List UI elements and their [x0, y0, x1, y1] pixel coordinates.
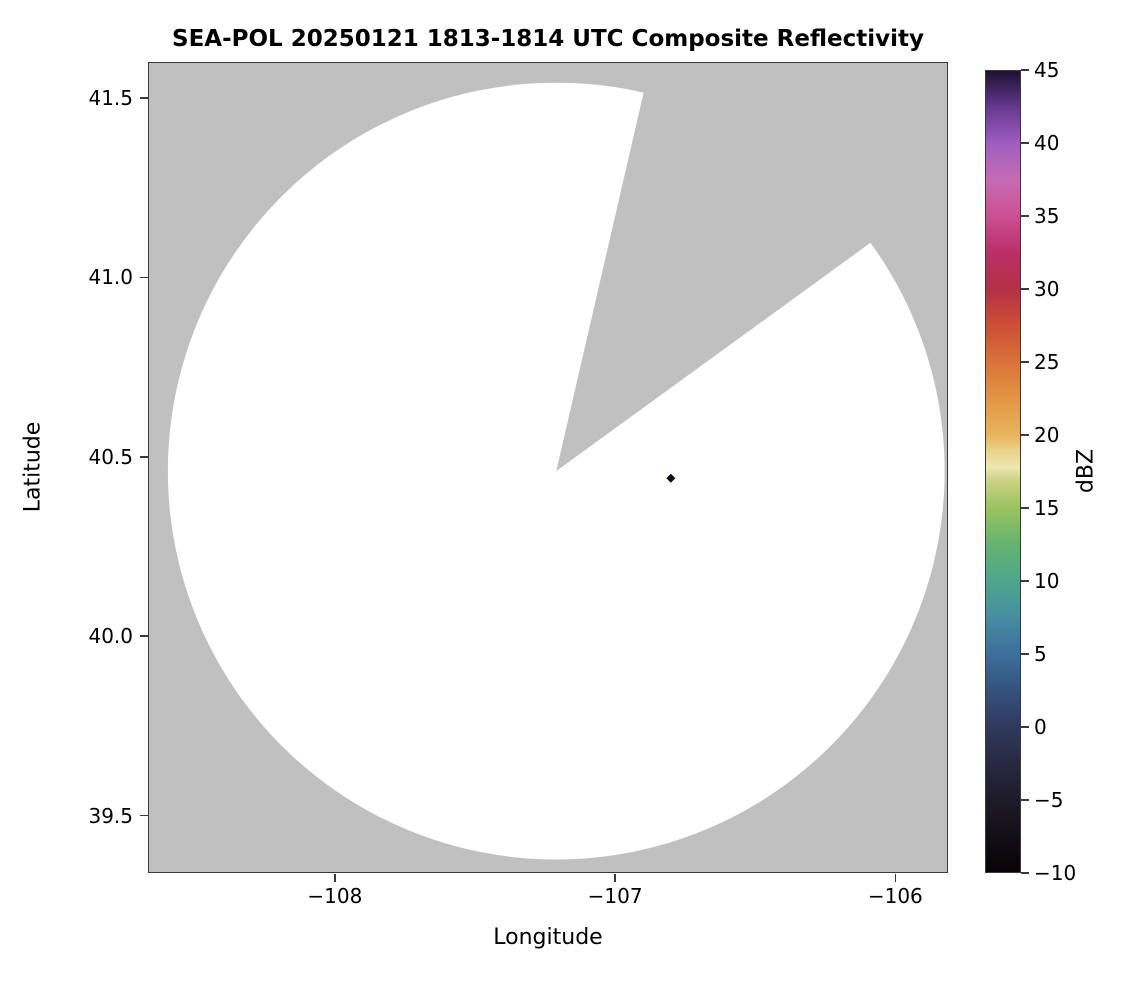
colorbar-tick: [1021, 872, 1029, 874]
y-axis-tick: [140, 97, 148, 99]
plot-area: [148, 62, 948, 873]
x-axis-tick-label: −108: [307, 884, 363, 908]
x-axis-tick: [614, 874, 616, 882]
colorbar-tick: [1021, 580, 1029, 582]
y-axis-tick-label: 40.0: [88, 624, 133, 649]
colorbar-gradient: [986, 71, 1020, 872]
radar-coverage-svg: [167, 63, 947, 860]
y-axis-label: Latitude: [20, 421, 46, 513]
colorbar-tick-label: 5: [1034, 642, 1047, 666]
colorbar-tick: [1021, 69, 1029, 71]
colorbar-tick: [1021, 799, 1029, 801]
blocked-sector-wedge: [556, 63, 947, 472]
colorbar: [985, 70, 1021, 873]
x-axis-tick: [894, 874, 897, 882]
colorbar-tick-label: 10: [1034, 569, 1060, 593]
colorbar-label: dBZ: [1073, 448, 1099, 494]
colorbar-tick-label: −10: [1034, 861, 1077, 885]
colorbar-tick-label: 35: [1034, 204, 1060, 228]
colorbar-tick-label: 25: [1034, 350, 1060, 374]
colorbar-tick-label: 20: [1034, 423, 1060, 447]
colorbar-tick-label: 40: [1034, 131, 1060, 155]
x-axis-tick: [334, 874, 336, 882]
echo-marker: [666, 473, 676, 483]
y-axis-tick: [140, 814, 148, 817]
colorbar-tick: [1021, 653, 1029, 655]
colorbar-tick: [1021, 507, 1029, 509]
colorbar-tick-label: 45: [1034, 58, 1060, 82]
x-axis-tick-label: −107: [587, 884, 643, 908]
y-axis-tick: [140, 455, 148, 458]
y-axis-tick-label: 40.5: [88, 444, 133, 469]
colorbar-tick-label: 0: [1034, 715, 1047, 739]
y-axis-tick: [140, 635, 148, 637]
y-axis-tick-label: 39.5: [88, 803, 133, 828]
colorbar-tick: [1021, 434, 1029, 436]
y-axis-tick-label: 41.5: [88, 85, 133, 110]
colorbar-tick-label: 15: [1034, 496, 1060, 520]
colorbar-tick: [1021, 726, 1029, 728]
colorbar-tick: [1021, 361, 1029, 363]
y-axis-tick-label: 41.0: [88, 265, 133, 290]
x-axis-label: Longitude: [493, 925, 603, 950]
colorbar-tick: [1021, 215, 1029, 217]
colorbar-tick-label: −5: [1034, 788, 1064, 812]
colorbar-tick: [1021, 142, 1029, 144]
colorbar-tick: [1021, 288, 1029, 290]
x-axis-tick-label: −106: [867, 884, 923, 908]
colorbar-tick-label: 30: [1034, 277, 1060, 301]
y-axis-tick: [140, 276, 148, 279]
chart-title: SEA-POL 20250121 1813-1814 UTC Composite…: [172, 26, 924, 52]
